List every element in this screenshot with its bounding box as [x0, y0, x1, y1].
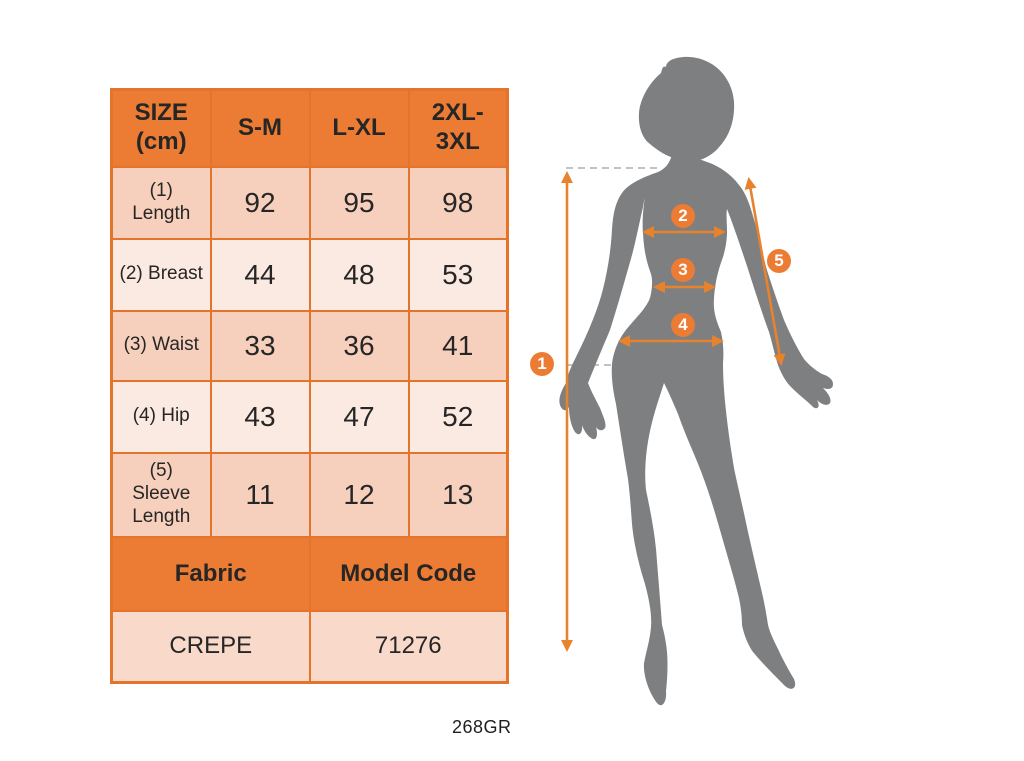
measure-badge-4: 4 [671, 313, 695, 337]
waist-sm-value: 33 [209, 309, 311, 382]
row-label-length: (1) Length [110, 165, 212, 240]
hip-sm-value: 43 [209, 379, 311, 454]
weight-note: 268GR [452, 717, 512, 737]
row-label-waist: (3) Waist [110, 309, 212, 382]
row-label-hip: (4) Hip [110, 379, 212, 454]
fabric-value-cell: CREPE [110, 609, 311, 684]
sleeve-2xl-value: 13 [407, 451, 509, 538]
hip-2xl-value: 52 [407, 379, 509, 454]
length-lxl-value: 95 [308, 165, 410, 240]
measure-badge-3: 3 [671, 258, 695, 282]
header-cell-size-unit: SIZE (cm) [110, 88, 212, 168]
header-cell-lxl: L-XL [308, 88, 410, 168]
table-row-length: (1) Length 92 95 98 [110, 165, 509, 240]
breast-sm-value: 44 [209, 237, 311, 312]
model-code-header-cell: Model Code [308, 535, 509, 612]
header-cell-2xl3xl: 2XL- 3XL [407, 88, 509, 168]
sleeve-lxl-value: 12 [308, 451, 410, 538]
fabric-header-cell: Fabric [110, 535, 311, 612]
measure-badge-5: 5 [767, 249, 791, 273]
table-row-info-values: CREPE 71276 [110, 609, 509, 684]
length-2xl-value: 98 [407, 165, 509, 240]
sleeve-arrow [744, 177, 786, 366]
size-chart-table: SIZE (cm) S-M L-XL 2XL- 3XL (1) Length 9… [110, 88, 509, 684]
breast-2xl-value: 53 [407, 237, 509, 312]
table-row-info-header: Fabric Model Code [110, 535, 509, 612]
measurement-arrows [561, 171, 786, 652]
row-label-sleeve: (5) Sleeve Length [110, 451, 212, 538]
hip-lxl-value: 47 [308, 379, 410, 454]
breast-lxl-value: 48 [308, 237, 410, 312]
waist-2xl-value: 41 [407, 309, 509, 382]
sleeve-sm-value: 11 [209, 451, 311, 538]
measure-badge-1: 1 [530, 352, 554, 376]
table-row-sleeve: (5) Sleeve Length 11 12 13 [110, 451, 509, 538]
table-row-waist: (3) Waist 33 36 41 [110, 309, 509, 382]
measure-badge-2: 2 [671, 204, 695, 228]
silhouette-head [638, 56, 735, 163]
table-row-breast: (2) Breast 44 48 53 [110, 237, 509, 312]
woman-silhouette [559, 56, 833, 706]
waist-lxl-value: 36 [308, 309, 410, 382]
table-row-hip: (4) Hip 43 47 52 [110, 379, 509, 454]
model-code-value-cell: 71276 [308, 609, 509, 684]
length-sm-value: 92 [209, 165, 311, 240]
header-cell-sm: S-M [209, 88, 311, 168]
row-label-breast: (2) Breast [110, 237, 212, 312]
